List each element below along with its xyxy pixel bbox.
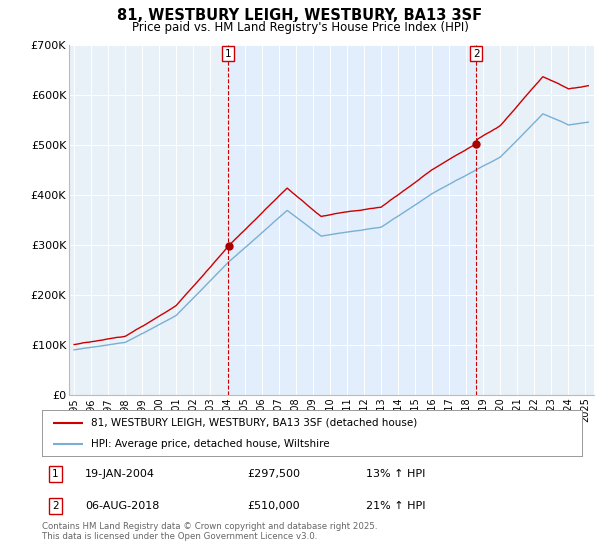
Text: 1: 1	[225, 49, 232, 59]
Text: 1: 1	[52, 469, 59, 479]
Text: £297,500: £297,500	[247, 469, 300, 479]
Text: HPI: Average price, detached house, Wiltshire: HPI: Average price, detached house, Wilt…	[91, 439, 329, 449]
Text: Contains HM Land Registry data © Crown copyright and database right 2025.
This d: Contains HM Land Registry data © Crown c…	[42, 522, 377, 542]
Text: 19-JAN-2004: 19-JAN-2004	[85, 469, 155, 479]
Text: £510,000: £510,000	[247, 501, 300, 511]
Text: 13% ↑ HPI: 13% ↑ HPI	[366, 469, 425, 479]
Bar	[229, 45, 476, 395]
Text: 2: 2	[52, 501, 59, 511]
Text: 81, WESTBURY LEIGH, WESTBURY, BA13 3SF (detached house): 81, WESTBURY LEIGH, WESTBURY, BA13 3SF (…	[91, 418, 417, 428]
Text: 21% ↑ HPI: 21% ↑ HPI	[366, 501, 425, 511]
Text: 06-AUG-2018: 06-AUG-2018	[85, 501, 160, 511]
Text: 81, WESTBURY LEIGH, WESTBURY, BA13 3SF: 81, WESTBURY LEIGH, WESTBURY, BA13 3SF	[118, 8, 482, 24]
Text: Price paid vs. HM Land Registry's House Price Index (HPI): Price paid vs. HM Land Registry's House …	[131, 21, 469, 34]
Text: 2: 2	[473, 49, 479, 59]
